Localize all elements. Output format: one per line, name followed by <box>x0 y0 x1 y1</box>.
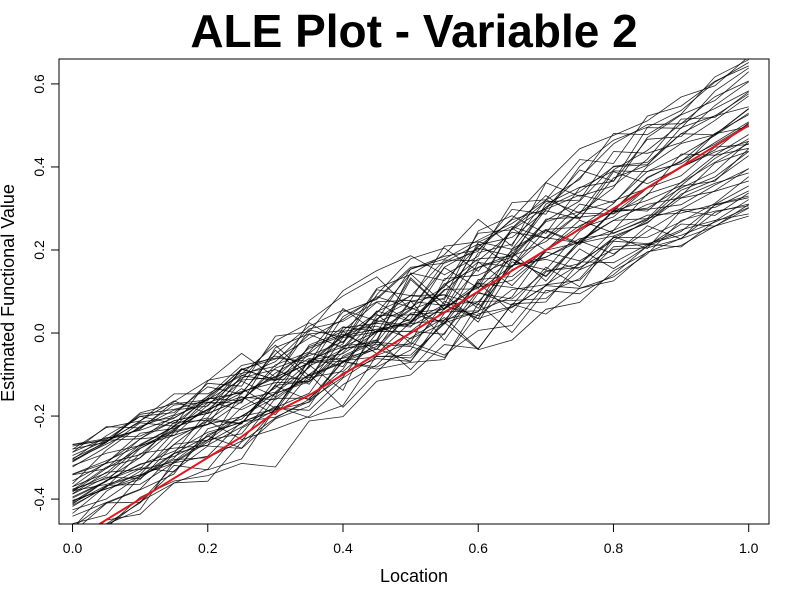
ensemble-lines <box>72 59 749 524</box>
ensemble-series-line <box>75 81 749 524</box>
y-axis: -0.4 -0.2 0.0 0.2 0.4 0.6 <box>31 74 59 511</box>
x-tick-label: 0.6 <box>469 540 489 556</box>
mean-line-group <box>97 124 750 524</box>
chart-title: ALE Plot - Variable 2 <box>190 5 637 57</box>
ensemble-series-line <box>72 59 749 499</box>
y-tick-label: 0.6 <box>31 74 47 94</box>
ensemble-series-line <box>72 95 749 475</box>
ensemble-series-line <box>72 176 749 505</box>
ensemble-series-line <box>72 93 749 511</box>
ensemble-series-line <box>72 150 749 506</box>
ensemble-series-line <box>106 90 749 524</box>
x-tick-label: 0.2 <box>198 540 218 556</box>
ensemble-series-line <box>72 62 749 507</box>
ensemble-series-line <box>72 172 749 460</box>
ensemble-series-line <box>72 140 749 453</box>
ensemble-series-line <box>105 148 749 524</box>
ensemble-series-line <box>72 126 749 502</box>
ensemble-series-line <box>109 215 749 524</box>
x-tick-label: 1.0 <box>739 540 759 556</box>
y-tick-label: 0.2 <box>31 240 47 260</box>
ensemble-series-line <box>100 114 749 524</box>
ensemble-series-line <box>72 141 749 517</box>
ensemble-series-line <box>72 197 749 498</box>
y-axis-label: Estimated Functional Value <box>0 184 18 402</box>
ensemble-series-line <box>72 108 749 450</box>
ensemble-series-line <box>72 207 749 466</box>
ensemble-series-line <box>72 192 749 482</box>
ensemble-series-line <box>72 106 749 488</box>
ensemble-series-line <box>72 144 749 446</box>
ensemble-series-line <box>76 203 749 524</box>
ensemble-series-line <box>72 199 749 495</box>
ensemble-series-line <box>72 207 749 503</box>
ensemble-series-line <box>72 168 749 445</box>
y-tick-label: -0.4 <box>31 487 47 511</box>
ensemble-series-line <box>81 71 749 524</box>
plot-frame <box>58 58 770 525</box>
ensemble-series-line <box>72 213 749 495</box>
y-tick-label: -0.2 <box>31 404 47 428</box>
ensemble-series-line <box>72 143 749 475</box>
ensemble-series-line <box>72 122 749 459</box>
y-tick-label: 0.4 <box>31 157 47 177</box>
mean-series-line <box>97 124 750 524</box>
x-axis-label: Location <box>380 566 448 586</box>
ensemble-series-line <box>72 138 749 487</box>
ensemble-series-line <box>72 123 749 490</box>
x-axis: 0.0 0.2 0.4 0.6 0.8 1.0 <box>63 524 759 556</box>
y-tick-label: 0.0 <box>31 323 47 343</box>
ensemble-series-line <box>72 168 749 491</box>
ensemble-series-line <box>72 67 749 514</box>
x-tick-label: 0.8 <box>604 540 624 556</box>
ensemble-series-line <box>72 195 749 450</box>
x-tick-label: 0.0 <box>63 540 83 556</box>
ensemble-series-line <box>72 155 749 501</box>
x-tick-label: 0.4 <box>333 540 353 556</box>
